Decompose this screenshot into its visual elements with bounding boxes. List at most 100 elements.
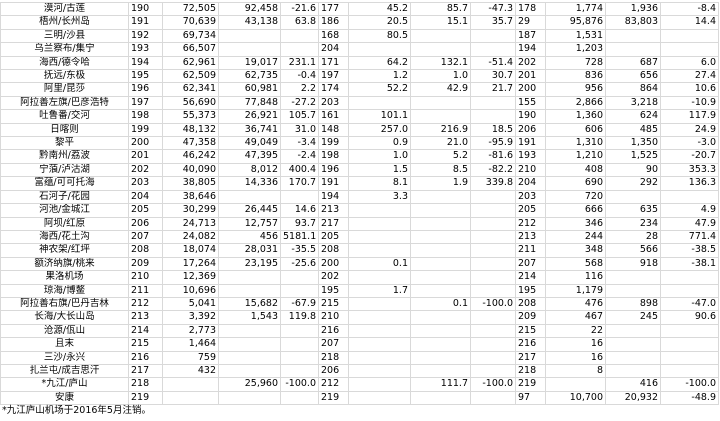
value-cell — [280, 390, 319, 406]
value-cell: 400.4 — [280, 162, 319, 178]
airport-name: 且末 — [0, 337, 129, 352]
value-cell: 476 — [545, 296, 606, 312]
value-cell: 1,543 — [218, 310, 281, 325]
value-cell — [348, 203, 411, 218]
value-cell: 292 — [605, 176, 661, 191]
rank-cell: 199 — [128, 122, 163, 138]
value-cell: 1,350 — [605, 136, 661, 151]
value-cell: 16 — [545, 350, 606, 365]
rank-cell: 219 — [128, 390, 163, 406]
value-cell: 231.1 — [280, 55, 319, 71]
rank-cell: 195 — [318, 283, 349, 298]
rank-cell: 215 — [128, 337, 163, 352]
airport-name: 安康 — [0, 390, 129, 406]
rank-cell: 161 — [318, 109, 349, 124]
value-cell — [348, 216, 411, 231]
value-cell — [280, 323, 319, 339]
airport-name: 抚远/东极 — [0, 69, 129, 84]
value-cell — [218, 42, 281, 57]
value-cell: 12,757 — [218, 216, 281, 231]
rank-cell: 213 — [318, 203, 349, 218]
airport-name: 沧源/佤山 — [0, 323, 129, 339]
value-cell: 116 — [545, 270, 606, 285]
value-cell — [470, 256, 516, 272]
rank-cell: 202 — [128, 162, 163, 178]
value-cell: 136.3 — [660, 176, 719, 191]
rank-cell: 209 — [128, 256, 163, 272]
airport-name: 乌兰察布/集宁 — [0, 42, 129, 57]
rank-cell: 206 — [318, 363, 349, 379]
airport-name: 河池/金城江 — [0, 203, 129, 218]
rank-cell: 219 — [515, 377, 546, 392]
value-cell: 38,805 — [162, 176, 219, 191]
value-cell — [470, 28, 516, 44]
rank-cell: 198 — [318, 149, 349, 164]
value-cell — [470, 283, 516, 298]
table-row: 石河子/花园 204 38,646 194 3.3 203 720 — [0, 189, 719, 205]
airport-name: 吐鲁番/交河 — [0, 109, 129, 124]
value-cell — [280, 350, 319, 365]
rank-cell: 217 — [318, 216, 349, 231]
value-cell: 119.8 — [280, 310, 319, 325]
value-cell: 80.5 — [348, 28, 411, 44]
value-cell — [218, 363, 281, 379]
value-cell: -2.4 — [280, 149, 319, 164]
value-cell: 257.0 — [348, 122, 411, 138]
value-cell — [605, 337, 661, 352]
rank-cell: 214 — [515, 270, 546, 285]
table-row: 扎兰屯/成吉思汗 217 432 206 218 8 — [0, 363, 719, 379]
value-cell — [410, 256, 471, 272]
airport-name: 额济纳旗/桃来 — [0, 256, 129, 272]
value-cell: 1,360 — [545, 109, 606, 124]
value-cell — [410, 270, 471, 285]
value-cell: 72,505 — [162, 1, 219, 17]
table-row: 额济纳旗/桃来 209 17,264 23,195 -25.6 200 0.1 207 568 9… — [0, 256, 719, 272]
value-cell: -100.0 — [280, 377, 319, 392]
value-cell: -3.4 — [280, 136, 319, 151]
value-cell: 26,445 — [218, 203, 281, 218]
table-row: 长海/大长山岛 213 3,392 1,543 119.8 210 209 467 245 90.… — [0, 310, 719, 325]
rank-cell: 205 — [515, 203, 546, 218]
rank-cell: 202 — [515, 55, 546, 71]
rank-cell: 202 — [318, 270, 349, 285]
value-cell: 85.7 — [410, 1, 471, 17]
airport-name: 果洛机场 — [0, 270, 129, 285]
rank-cell: 148 — [318, 122, 349, 138]
value-cell: 28,031 — [218, 243, 281, 258]
value-cell — [605, 42, 661, 57]
value-cell: -47.0 — [660, 296, 719, 312]
value-cell: 624 — [605, 109, 661, 124]
rank-cell: 193 — [128, 42, 163, 57]
value-cell — [348, 95, 411, 111]
value-cell — [470, 95, 516, 111]
value-cell: 1,203 — [545, 42, 606, 57]
value-cell: 21.7 — [470, 82, 516, 97]
table-row: 富蕴/可可托海 203 38,805 14,336 170.7 191 8.1 1.9 339.… — [0, 176, 719, 191]
value-cell — [605, 283, 661, 298]
value-cell: 62,735 — [218, 69, 281, 84]
value-cell — [660, 283, 719, 298]
airport-name: 富蕴/可可托海 — [0, 176, 129, 191]
value-cell — [218, 283, 281, 298]
value-cell: 40,090 — [162, 162, 219, 178]
value-cell: 62,341 — [162, 82, 219, 97]
airport-name: 神农架/红坪 — [0, 243, 129, 258]
table-row: 梧州/长州岛 191 70,639 43,138 63.8 186 20.5 15.1 35.7… — [0, 15, 719, 30]
value-cell: 1.5 — [348, 162, 411, 178]
airport-name: 石河子/花园 — [0, 189, 129, 205]
rank-cell: 201 — [128, 149, 163, 164]
value-cell: 8 — [545, 363, 606, 379]
table-row: 河池/金城江 205 30,299 26,445 14.6 213 205 666 635 4.9 — [0, 203, 719, 218]
value-cell: 23,195 — [218, 256, 281, 272]
rank-cell: 192 — [128, 28, 163, 44]
value-cell: 19,017 — [218, 55, 281, 71]
value-cell — [470, 363, 516, 379]
value-cell: 566 — [605, 243, 661, 258]
value-cell — [470, 390, 516, 406]
value-cell — [470, 216, 516, 231]
value-cell — [218, 270, 281, 285]
value-cell: 0.1 — [410, 296, 471, 312]
value-cell: -100.0 — [470, 377, 516, 392]
rank-cell: 217 — [515, 350, 546, 365]
airport-name: 阿坝/红原 — [0, 216, 129, 231]
